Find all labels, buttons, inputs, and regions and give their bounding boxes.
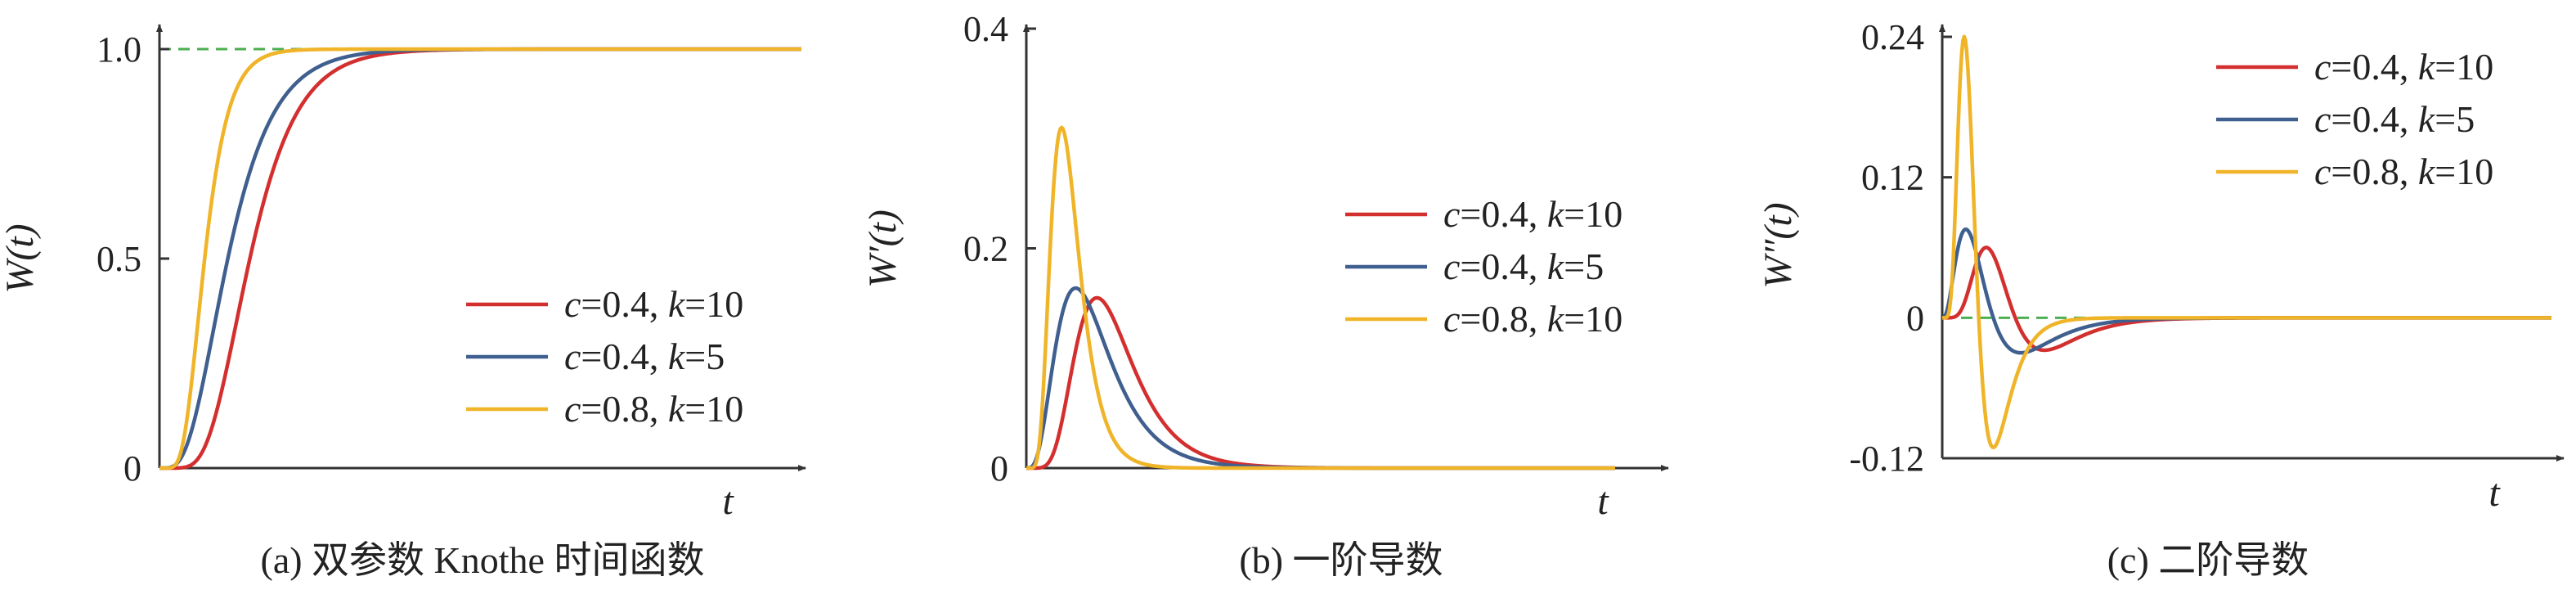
legend-label-1: c=0.4, k=5 [1443, 245, 1604, 287]
y-tick-label: 0.2 [963, 229, 1008, 269]
legend-label-1: c=0.4, k=5 [564, 336, 725, 377]
y-axis-label: W′(t) [861, 209, 904, 288]
legend-label-2: c=0.8, k=10 [1443, 298, 1622, 340]
chart-c: -0.12 0 0.12 0.24 W″(t) t c=0.4, k=10 c=0.4, k=… [1757, 17, 2565, 581]
chart-a: 0 0.5 1.0 W(t) t c=0.4, k=10 c=0.4, k=5 c=0.8, … [0, 24, 806, 581]
y-tick-label: -0.12 [1849, 439, 1924, 479]
y-tick-label: 0 [1906, 298, 1924, 338]
y-tick-label: 0 [123, 448, 141, 489]
legend-label-2: c=0.8, k=10 [2314, 151, 2493, 192]
series-line-0 [1941, 245, 2552, 353]
series-line-2 [1941, 34, 2552, 450]
legend-label-2: c=0.8, k=10 [564, 388, 743, 430]
y-tick-label: 0.5 [96, 239, 141, 279]
chart-caption: (b) 一阶导数 [1239, 539, 1443, 581]
series-line-2 [1025, 125, 1616, 471]
y-axis-label: W″(t) [1757, 202, 1800, 288]
legend-label-0: c=0.4, k=10 [1443, 193, 1622, 235]
chart-panels: 0 0.5 1.0 W(t) t c=0.4, k=10 c=0.4, k=5 c=0.8, … [0, 9, 2565, 581]
y-tick-label: 0.12 [1861, 158, 1924, 198]
legend-label-1: c=0.4, k=5 [2314, 98, 2475, 140]
y-tick-label: 0 [990, 448, 1008, 489]
legend-label-0: c=0.4, k=10 [564, 283, 743, 325]
y-tick-label: 1.0 [96, 29, 141, 70]
y-tick-label: 0.24 [1861, 17, 1924, 57]
x-axis-label: t [1597, 480, 1609, 523]
y-tick-label: 0.4 [963, 9, 1008, 49]
chart-caption: (c) 二阶导数 [2107, 539, 2309, 581]
x-axis-label: t [2488, 471, 2501, 515]
x-axis-label: t [722, 480, 734, 523]
series-line-1 [1941, 227, 2552, 355]
chart-caption: (a) 双参数 Knothe 时间函数 [261, 539, 705, 581]
series-line-2 [159, 47, 802, 471]
legend-label-0: c=0.4, k=10 [2314, 46, 2493, 88]
y-axis-label: W(t) [0, 223, 42, 293]
chart-b: 0 0.2 0.4 W′(t) t c=0.4, k=10 c=0.4, k=5 c=0.8,… [861, 9, 1669, 581]
